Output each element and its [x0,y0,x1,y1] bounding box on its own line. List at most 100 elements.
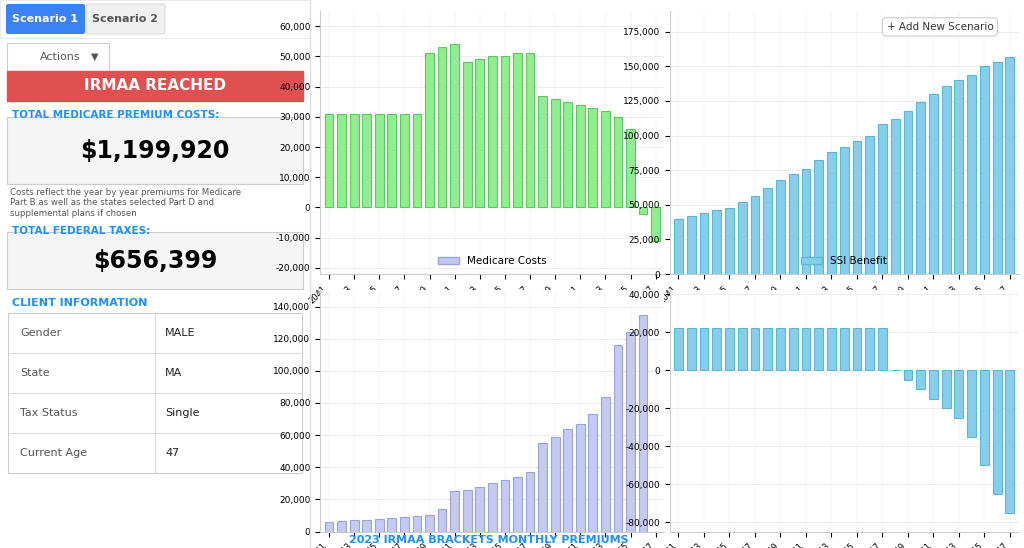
Bar [737,202,746,274]
Bar [601,397,610,532]
Bar [788,174,798,274]
Bar [639,315,647,532]
Bar [362,114,371,208]
Bar [725,208,734,274]
Bar [375,519,384,532]
Bar [337,521,346,532]
Bar [626,332,635,532]
Bar [1006,370,1015,512]
Text: 2023 IRMAA BRACKETS MONTHLY PREMIUMS: 2023 IRMAA BRACKETS MONTHLY PREMIUMS [349,535,629,545]
Bar [563,102,572,208]
Bar [942,85,950,274]
Bar [903,370,912,380]
Text: Scenario 1: Scenario 1 [12,14,79,24]
Bar [751,328,760,370]
Bar [687,328,695,370]
Bar [878,328,887,370]
Bar [525,53,535,208]
Bar [387,518,396,532]
Text: $656,399: $656,399 [93,249,217,273]
Bar [337,114,346,208]
Bar [325,522,334,532]
Text: Current Age: Current Age [20,448,87,458]
Bar [575,105,585,208]
Bar [362,520,371,532]
Bar [954,80,964,274]
Bar [387,114,396,208]
Bar [980,66,989,274]
Text: MALE: MALE [165,328,196,338]
Text: ▼: ▼ [90,52,98,62]
FancyBboxPatch shape [86,4,165,34]
Bar [788,328,798,370]
Bar [488,483,497,532]
Bar [589,108,597,208]
FancyBboxPatch shape [7,117,303,184]
Text: Actions: Actions [40,52,81,62]
Bar [865,328,874,370]
Bar [539,443,547,532]
Bar [674,328,683,370]
Bar [954,370,964,418]
Text: Scenario 2: Scenario 2 [92,14,159,24]
FancyBboxPatch shape [0,0,310,38]
Bar [992,62,1001,274]
Text: IRMAA REACHED: IRMAA REACHED [84,78,226,94]
Bar [501,480,509,532]
Bar [437,47,446,208]
Bar [916,370,925,389]
Bar [687,216,695,274]
Bar [802,328,810,370]
Bar [626,129,635,208]
Bar [651,208,660,241]
Bar [501,56,509,208]
Text: Gender: Gender [20,328,61,338]
Bar [488,56,497,208]
Text: CLIENT INFORMATION: CLIENT INFORMATION [12,298,147,308]
Bar [814,161,823,274]
Text: TOTAL FEDERAL TAXES:: TOTAL FEDERAL TAXES: [12,226,151,236]
Text: 47: 47 [165,448,179,458]
Bar [865,135,874,274]
FancyBboxPatch shape [7,43,109,71]
Bar [413,516,421,532]
Bar [929,370,938,398]
Bar [463,490,472,532]
Bar [513,53,522,208]
Bar [425,53,434,208]
Bar [674,219,683,274]
Bar [891,119,900,274]
Bar [375,114,384,208]
Text: + Add New Scenario: + Add New Scenario [887,22,993,32]
Bar [525,472,535,532]
Bar [968,370,976,437]
Bar [325,114,334,208]
FancyBboxPatch shape [7,71,303,101]
Bar [840,328,849,370]
Bar [551,437,559,532]
Bar [713,210,721,274]
Bar [575,424,585,532]
Bar [437,509,446,532]
Bar [916,102,925,274]
Bar [413,114,421,208]
FancyBboxPatch shape [6,4,85,34]
Bar [903,111,912,274]
Bar [451,44,459,208]
Bar [827,152,836,274]
Legend: Medicare Costs: Medicare Costs [434,252,551,271]
Text: MA: MA [165,368,182,378]
Bar [713,328,721,370]
Legend: SSI Benefit: SSI Benefit [797,252,892,271]
Bar [513,477,522,532]
FancyBboxPatch shape [8,313,302,473]
Bar [551,99,559,208]
Bar [613,117,623,208]
Bar [929,94,938,274]
Bar [968,75,976,274]
Bar [451,492,459,532]
Text: Tax Status: Tax Status [20,408,78,418]
Bar [776,180,785,274]
Bar [639,208,647,214]
Bar [400,517,409,532]
